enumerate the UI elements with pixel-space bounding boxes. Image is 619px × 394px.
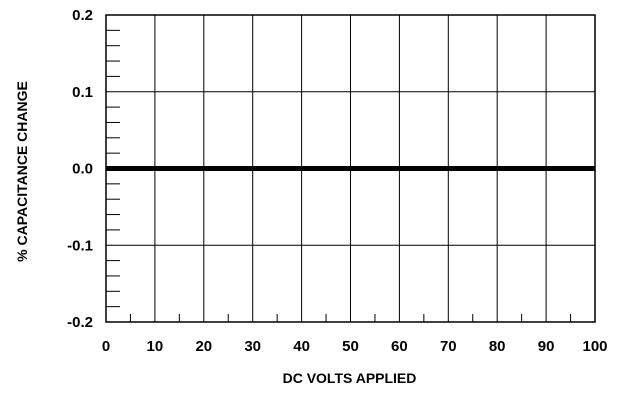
x-tick-labels: 0 10 20 30 40 50 60 70 80 90 100: [102, 338, 608, 355]
minor-ticks: [106, 29, 572, 322]
plot-frame: [105, 14, 596, 323]
y-tick-label: -0.2: [67, 314, 93, 331]
x-tick-label: 90: [538, 338, 555, 355]
x-tick-label: 60: [391, 338, 408, 355]
x-tick-label: 0: [102, 338, 110, 355]
y-axis-title: % CAPACITANCE CHANGE: [14, 81, 30, 262]
x-axis-title: DC VOLTS APPLIED: [283, 370, 417, 386]
x-tick-label: 30: [244, 338, 261, 355]
y-tick-label: -0.1: [67, 237, 93, 254]
y-tick-label: 0.1: [72, 84, 93, 101]
x-tick-label: 100: [582, 338, 607, 355]
y-tick-label: 0.2: [72, 7, 93, 24]
x-tick-label: 20: [195, 338, 212, 355]
x-tick-label: 80: [489, 338, 506, 355]
x-tick-label: 10: [147, 338, 164, 355]
x-tick-label: 70: [440, 338, 457, 355]
y-tick-label: 0.0: [72, 161, 93, 178]
x-tick-label: 40: [293, 338, 310, 355]
y-tick-labels: 0.2 0.1 0.0 -0.1 -0.2: [67, 7, 93, 331]
x-tick-label: 50: [342, 338, 359, 355]
